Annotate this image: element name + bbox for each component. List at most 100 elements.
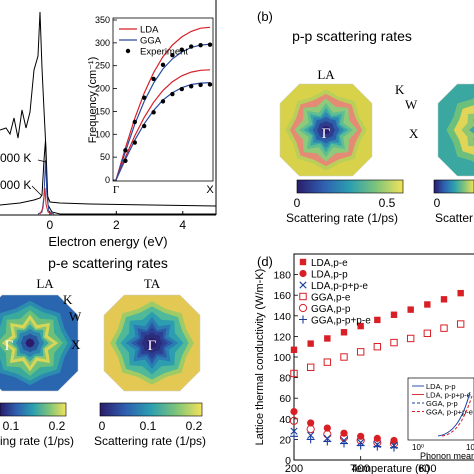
inset-xtick-x: X <box>206 184 214 196</box>
panel-b-map-la <box>279 83 373 177</box>
panel-d-point-lda-p-e <box>290 346 298 353</box>
panel-b: (b) p-p scattering rates LA K W X Γ 0 0.… <box>257 9 474 225</box>
panel-c-left-colorbar <box>0 402 67 417</box>
panel-c-x-label: X <box>71 337 81 352</box>
panel-d-inset-curve-1 <box>437 391 471 437</box>
inset-ytick-label: 100 <box>95 129 110 139</box>
panel-c-right-colorbar <box>99 402 203 417</box>
panel-d-legend-marker <box>299 258 307 266</box>
panel-a-annotation-1: 000 K <box>0 151 31 165</box>
inset-experiment-point <box>189 84 194 89</box>
panel-a-xtick-label: 0 <box>47 218 54 232</box>
panel-c-ta-title: TA <box>144 276 161 291</box>
panel-d-ytick-label: 40 <box>279 414 291 426</box>
panel-d-point-lda-p-p <box>290 407 298 416</box>
panel-d-point-gga-p-e <box>440 324 448 332</box>
inset-ytick-label: 200 <box>95 84 110 94</box>
panel-b-partial-colorbar <box>433 179 474 194</box>
panel-d-point-gga-p-p+p-e <box>290 432 298 441</box>
panel-d-point-gga-p-e <box>340 353 348 361</box>
inset-lda-upper-line <box>115 26 211 181</box>
panel-d-inset-xlabel: Phonon mean <box>420 451 474 461</box>
panel-d-point-gga-p-p+p-e <box>373 442 382 451</box>
panel-d-point-gga-p-e <box>390 338 398 347</box>
panel-d-legend-label: GGA,p-p+p-e <box>311 316 371 327</box>
panel-c-right-colorbar-label: Scattering rate (1/ps) <box>94 434 206 448</box>
panel-d-legend-label: GGA,p-p <box>311 304 351 315</box>
inset-ylabel: Frequency (cm⁻¹) <box>87 57 99 144</box>
panel-c-la-title: LA <box>36 276 54 291</box>
panel-d-legend-label: LDA,p-p+p-e <box>311 281 368 292</box>
panel-d-point-lda-p-p <box>307 419 315 427</box>
inset-ytick-label: 50 <box>100 152 110 162</box>
inset-experiment-point <box>179 86 184 92</box>
panel-d-point-gga-p-e <box>406 334 415 343</box>
panel-b-map-la-contour <box>321 125 331 135</box>
panel-b-w-label: W <box>405 97 418 112</box>
panel-d-point-lda-p-e <box>390 311 398 318</box>
inset-experiment-point <box>207 82 213 87</box>
panel-b-partial-colorbar-label: Scatter <box>435 211 473 225</box>
panel-d-inset-frame <box>407 377 474 441</box>
panel-d-ylabel: Lattice thermal conductivity (W/m-K) <box>254 269 266 446</box>
panel-c-map-ta-contour <box>146 337 158 349</box>
panel-d-point-gga-p-p+p-e <box>306 435 315 444</box>
inset-legend-label: GGA <box>140 36 162 47</box>
inset-ytick-label: 150 <box>95 106 110 116</box>
panel-c-left-colorbar-label: ing rate (1/ps) <box>0 434 74 448</box>
panel-a-xtick-label: 2 <box>113 218 120 232</box>
panel-d-point-gga-p-e <box>423 329 432 338</box>
panel-d-point-gga-p-e <box>356 348 365 356</box>
panel-d-point-lda-p-e <box>307 340 314 347</box>
panel-d-inset-legend-label: GGA, p-p+p-e <box>426 408 473 417</box>
panel-d-ytick-label: 140 <box>273 311 291 323</box>
inset-legend-marker <box>125 48 131 54</box>
panel-d-legend-marker <box>299 281 307 289</box>
panel-c-map-la <box>0 294 79 392</box>
panel-d-point-lda-p-e <box>340 329 348 336</box>
dos-curve-red <box>39 187 53 215</box>
panel-c-right-tick-01: 0.1 <box>140 419 157 433</box>
panel-d: (d) 0 20 40 60 80 100 120 140 160 180 200 400 600 L… <box>254 253 474 474</box>
panel-c-right-tick-0: 0 <box>99 419 106 433</box>
panel-d-point-lda-p-p <box>357 432 365 440</box>
panel-c-k-label: K <box>63 292 73 307</box>
inset-experiment-point <box>170 91 175 97</box>
panel-a: 0 2 4 Electron energy (eV) 000 K 000 K 0 50… <box>0 0 217 249</box>
panel-b-colorbar-tick-0: 0 <box>294 196 301 210</box>
panel-b-gamma-label: Γ <box>322 126 331 142</box>
inset-experiment-point <box>160 62 166 67</box>
panel-d-point-gga-p-e <box>373 343 382 351</box>
panel-d-ytick-label: 180 <box>273 270 291 282</box>
inset-ytick-label: 300 <box>95 38 110 48</box>
panel-c-left-tick-02: 0.2 <box>49 419 66 433</box>
inset-experiment-point <box>123 158 128 163</box>
panel-d-ytick-label: 80 <box>279 373 291 385</box>
inset-experiment-point <box>151 110 156 115</box>
panel-d-x-ticks: 200 400 600 <box>285 456 437 474</box>
panel-d-legend-label: LDA,p-p <box>311 270 348 281</box>
panel-d-point-gga-p-e <box>456 320 465 328</box>
panel-d-point-lda-p-p <box>390 436 398 445</box>
panel-d-label: (d) <box>257 254 273 269</box>
panel-b-colorbar-tick-05: 0.5 <box>379 196 396 210</box>
inset-ytick-label: 250 <box>95 61 110 71</box>
inset-experiment-point <box>142 123 147 129</box>
panel-d-point-gga-p-p <box>289 416 299 425</box>
panel-d-point-gga-p-p <box>306 425 315 434</box>
panel-d-point-lda-p-p+p-e <box>307 431 315 439</box>
inset-experiment-point <box>151 76 156 82</box>
panel-d-point-lda-p-e <box>440 296 448 303</box>
panel-b-colorbar-label: Scattering rate (1/ps) <box>286 211 398 225</box>
panel-c-right-tick-02: 0.2 <box>186 419 203 433</box>
panel-b-map-partial-contour <box>461 113 474 147</box>
panel-b-partial-colorbar-tick: 0 <box>434 196 441 210</box>
panel-d-ytick-label: 160 <box>273 290 291 302</box>
panel-d-inset-xtick-0: 10⁰ <box>412 443 424 452</box>
panel-d-ytick-label: 60 <box>279 393 291 405</box>
panel-c-left-tick-01: 0.1 <box>3 419 20 433</box>
panel-b-label: (b) <box>257 9 273 24</box>
panel-d-point-gga-p-e <box>290 369 298 378</box>
